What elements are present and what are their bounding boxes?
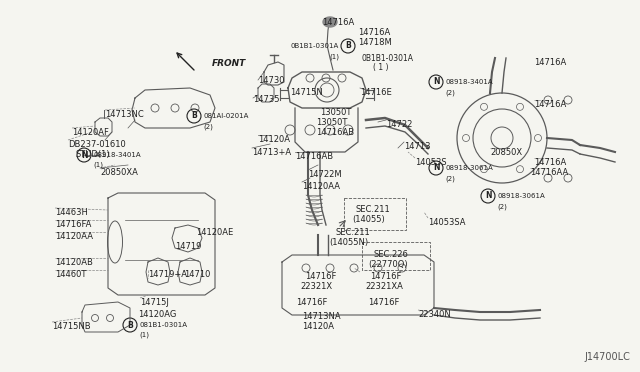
Text: 081B1-0301A: 081B1-0301A bbox=[139, 322, 187, 328]
Text: (1): (1) bbox=[329, 53, 339, 60]
Text: 14716AA: 14716AA bbox=[530, 168, 568, 177]
Text: 14120AA: 14120AA bbox=[55, 232, 93, 241]
Text: 14718M: 14718M bbox=[358, 38, 392, 47]
Text: 14716A: 14716A bbox=[358, 28, 390, 37]
Text: 14713: 14713 bbox=[404, 142, 431, 151]
Text: 08918-3061A: 08918-3061A bbox=[497, 193, 545, 199]
Text: 14120AE: 14120AE bbox=[196, 228, 233, 237]
Text: (2): (2) bbox=[445, 89, 455, 96]
Text: 14463H: 14463H bbox=[55, 208, 88, 217]
Text: 14716A: 14716A bbox=[322, 18, 355, 27]
Text: B: B bbox=[345, 42, 351, 51]
Text: 14120A: 14120A bbox=[258, 135, 290, 144]
Text: 14716F: 14716F bbox=[368, 298, 399, 307]
Polygon shape bbox=[323, 17, 337, 27]
Text: J14700LC: J14700LC bbox=[584, 352, 630, 362]
Text: 08918-3401A: 08918-3401A bbox=[93, 152, 141, 158]
Text: 081AI-0201A: 081AI-0201A bbox=[203, 113, 248, 119]
Text: 14716AB: 14716AB bbox=[295, 152, 333, 161]
Text: 20850X: 20850X bbox=[490, 148, 522, 157]
Text: (1): (1) bbox=[93, 162, 103, 169]
Text: 14120A: 14120A bbox=[302, 322, 334, 331]
Text: 14710: 14710 bbox=[184, 270, 211, 279]
Text: 20850XA: 20850XA bbox=[100, 168, 138, 177]
Text: (14055N): (14055N) bbox=[329, 238, 368, 247]
Text: 14713NC: 14713NC bbox=[105, 110, 144, 119]
Text: N: N bbox=[81, 151, 87, 160]
Text: 14120AF: 14120AF bbox=[72, 128, 109, 137]
Text: 08918-3061A: 08918-3061A bbox=[445, 165, 493, 171]
Text: (1): (1) bbox=[139, 332, 149, 339]
Text: 14716E: 14716E bbox=[360, 88, 392, 97]
Text: 08918-3401A: 08918-3401A bbox=[445, 79, 493, 85]
Text: 14719: 14719 bbox=[175, 242, 202, 251]
Text: 14460T: 14460T bbox=[55, 270, 86, 279]
Text: 14716A: 14716A bbox=[534, 58, 566, 67]
Text: 14716FA: 14716FA bbox=[55, 220, 92, 229]
Text: 14120AB: 14120AB bbox=[55, 258, 93, 267]
Text: 14722M: 14722M bbox=[308, 170, 342, 179]
Text: DB237-01610: DB237-01610 bbox=[68, 140, 125, 149]
Text: 14735: 14735 bbox=[253, 95, 280, 104]
Text: N: N bbox=[433, 164, 439, 173]
Text: 14716A: 14716A bbox=[534, 158, 566, 167]
Text: 0B1B1-0301A: 0B1B1-0301A bbox=[362, 54, 414, 63]
Text: SEC.226: SEC.226 bbox=[374, 250, 409, 259]
Text: FRONT: FRONT bbox=[212, 59, 246, 68]
Text: STUD(1): STUD(1) bbox=[75, 150, 109, 159]
Text: (2): (2) bbox=[497, 203, 507, 209]
Text: 14713NA: 14713NA bbox=[302, 312, 340, 321]
Text: 13050T: 13050T bbox=[316, 118, 348, 127]
Text: 14715NB: 14715NB bbox=[52, 322, 91, 331]
Text: SEC.211: SEC.211 bbox=[336, 228, 371, 237]
Text: 22340N: 22340N bbox=[418, 310, 451, 319]
Text: 14715N: 14715N bbox=[290, 88, 323, 97]
Text: 14730: 14730 bbox=[258, 76, 285, 85]
Text: N: N bbox=[433, 77, 439, 87]
Text: 14716F: 14716F bbox=[296, 298, 328, 307]
Text: (14055): (14055) bbox=[352, 215, 385, 224]
Text: 14716F: 14716F bbox=[370, 272, 401, 281]
Text: 14713+A: 14713+A bbox=[252, 148, 291, 157]
Text: B: B bbox=[191, 112, 197, 121]
Text: N: N bbox=[484, 192, 492, 201]
Text: 14716AB: 14716AB bbox=[316, 128, 354, 137]
Text: 14120AG: 14120AG bbox=[138, 310, 177, 319]
Text: 14053SA: 14053SA bbox=[428, 218, 465, 227]
Text: 0B1B1-0301A: 0B1B1-0301A bbox=[291, 43, 339, 49]
Text: 22321X: 22321X bbox=[300, 282, 332, 291]
Text: (22770Q): (22770Q) bbox=[368, 260, 408, 269]
Text: 14120AA: 14120AA bbox=[302, 182, 340, 191]
Text: (2): (2) bbox=[445, 175, 455, 182]
Text: 14053S: 14053S bbox=[415, 158, 447, 167]
Text: 13050T: 13050T bbox=[320, 108, 351, 117]
Text: 14719+A: 14719+A bbox=[148, 270, 187, 279]
Text: 14722: 14722 bbox=[386, 120, 412, 129]
Text: 14715J: 14715J bbox=[140, 298, 169, 307]
Text: 14716A: 14716A bbox=[534, 100, 566, 109]
Text: 14716F: 14716F bbox=[305, 272, 337, 281]
Text: B: B bbox=[127, 321, 133, 330]
Text: ( 1 ): ( 1 ) bbox=[373, 63, 388, 72]
Text: SEC.211: SEC.211 bbox=[356, 205, 391, 214]
Text: (2): (2) bbox=[203, 123, 213, 129]
Text: 22321XA: 22321XA bbox=[365, 282, 403, 291]
